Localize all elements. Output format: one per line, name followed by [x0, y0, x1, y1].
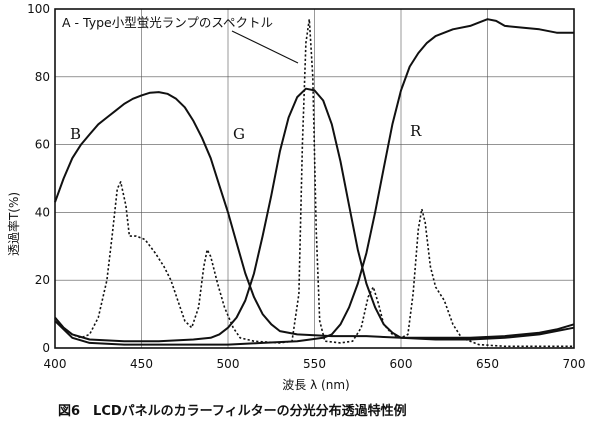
y-axis-label: 透過率T(%) [6, 192, 21, 256]
series-group [54, 18, 575, 348]
series-label-r: R [410, 122, 422, 140]
series-line-g [54, 87, 575, 343]
x-tick-label: 450 [130, 357, 153, 371]
x-axis-label: 波長 λ (nm) [282, 378, 349, 392]
y-tick-label: 100 [27, 2, 50, 16]
x-tick-label: 400 [44, 357, 67, 371]
series-line-r [54, 18, 574, 346]
x-tick-label: 700 [563, 357, 586, 371]
series-label-g: G [233, 125, 245, 143]
x-tick-label: 550 [303, 357, 326, 371]
y-tick-label: 40 [35, 205, 50, 219]
y-tick-label: 80 [35, 70, 50, 84]
grid [55, 9, 574, 348]
series-label-b: B [70, 125, 81, 143]
figure-caption: 図6 LCDパネルのカラーフィルターの分光分布透過特性例 [58, 404, 407, 419]
plot-frame [54, 8, 575, 349]
x-tick-label: 500 [217, 357, 240, 371]
y-tick-label: 20 [35, 273, 50, 287]
x-tick-label: 650 [476, 357, 499, 371]
annotation-leader-line [231, 30, 299, 64]
y-tick-label: 0 [42, 341, 50, 355]
series-line-lamp-spectrum [54, 18, 574, 348]
x-tick-label: 600 [390, 357, 413, 371]
tick-labels: 400 450 500 550 600 650 700 0 20 40 60 80 100 [27, 2, 585, 371]
lamp-spectrum-annotation: A - Type小型蛍光ランプのスペクトル [62, 15, 273, 30]
y-tick-label: 60 [35, 138, 50, 152]
